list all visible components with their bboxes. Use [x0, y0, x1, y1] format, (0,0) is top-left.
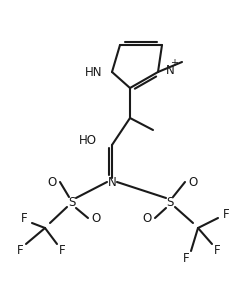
Text: HO: HO	[79, 134, 97, 147]
Text: F: F	[214, 245, 220, 258]
Text: S: S	[166, 196, 174, 209]
Text: +: +	[170, 58, 178, 68]
Text: O: O	[188, 175, 198, 188]
Text: F: F	[59, 245, 65, 258]
Text: F: F	[183, 252, 189, 265]
Text: F: F	[17, 245, 23, 258]
Text: S: S	[68, 196, 76, 209]
Text: O: O	[47, 175, 57, 188]
Text: O: O	[91, 211, 101, 224]
Text: F: F	[21, 213, 27, 226]
Text: F: F	[223, 207, 229, 220]
Text: N: N	[166, 63, 175, 76]
Text: O: O	[142, 211, 152, 224]
Text: N: N	[108, 175, 116, 188]
Text: HN: HN	[85, 67, 102, 80]
